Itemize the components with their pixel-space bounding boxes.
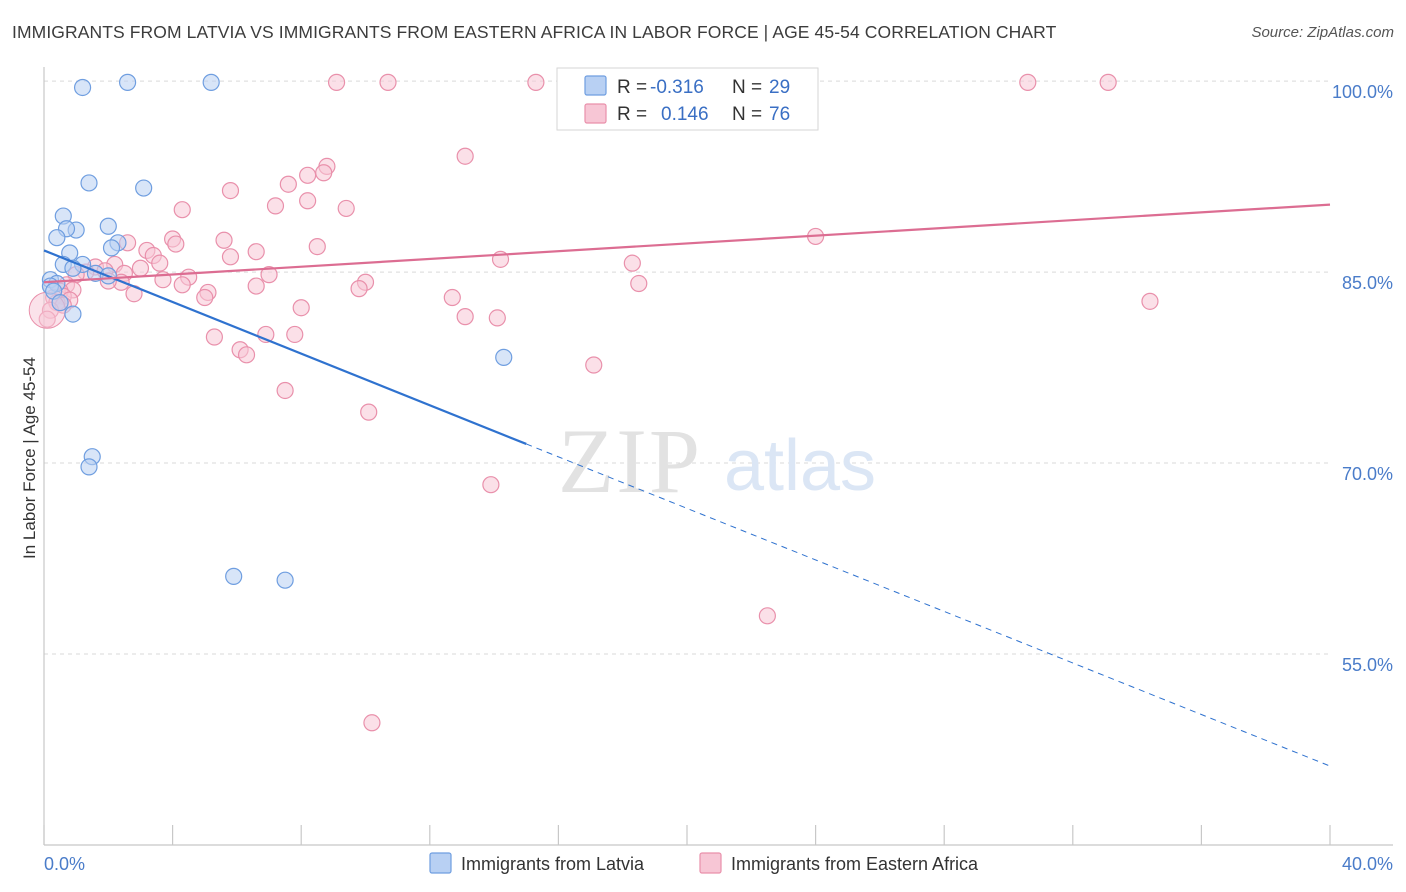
data-point [237,346,256,364]
x-tick-label-min: 0.0% [44,854,85,874]
data-point [48,229,66,247]
watermark-atlas: atlas [724,426,876,506]
data-point [379,73,397,91]
data-point [299,166,317,184]
data-point [260,266,278,284]
data-point [456,147,474,165]
data-point [276,381,294,400]
data-point [527,73,545,91]
stats-r-label-eastern-africa: R = [617,104,647,125]
data-point [350,280,368,298]
data-point [266,197,285,215]
stats-legend-swatch-latvia [584,75,607,96]
grid-lines [44,80,1330,655]
data-point [623,254,641,272]
y-tick-label: 100.0% [1332,82,1393,102]
data-point [286,325,304,344]
stats-n-value-eastern-africa: 76 [769,104,790,125]
data-point [495,348,513,366]
data-point [363,714,381,732]
data-point [308,238,326,256]
y-tick-label: 85.0% [1342,273,1393,293]
data-point [173,276,191,294]
stats-n-label-eastern-africa: N = [732,104,762,125]
data-point [202,73,220,91]
data-point [80,174,98,192]
stats-n-label-latvia: N = [732,77,762,98]
data-point [80,458,98,476]
series-latvia-points [41,73,513,589]
data-point [73,78,92,97]
chart-title: IMMIGRANTS FROM LATVIA VS IMMIGRANTS FRO… [12,22,1057,42]
data-point [51,294,69,312]
stats-r-label-latvia: R = [617,77,647,98]
watermark-zip: ZIP [558,410,702,512]
stats-legend-swatch-eastern-africa [584,103,607,124]
chart-source: Source: ZipAtlas.com [1251,24,1394,41]
data-point [221,181,240,200]
data-point [167,235,185,253]
data-point [758,607,776,625]
stats-n-value-latvia: 29 [769,77,790,98]
data-point [456,308,474,326]
y-tick-label: 70.0% [1342,464,1393,484]
data-point [292,299,310,317]
trend-lines [43,203,1331,767]
legend-label-latvia: Immigrants from Latvia [461,854,645,874]
data-point [205,328,223,346]
data-point [196,288,214,307]
legend-swatch-latvia [429,852,452,874]
data-point [1141,292,1159,310]
data-point [315,164,333,182]
data-point [1099,73,1117,91]
trend-line-latvia [43,249,527,445]
data-point [630,274,648,293]
data-point [1019,73,1037,91]
legend-label-eastern-africa: Immigrants from Eastern Africa [731,854,979,874]
data-point [225,567,243,585]
data-point [151,254,169,272]
data-point [131,259,150,277]
data-point [482,476,500,494]
stats-r-value-eastern-africa: 0.146 [661,104,709,125]
data-point [279,175,297,193]
x-tick-label-max: 40.0% [1342,854,1393,874]
data-point [299,192,317,210]
trend-line-latvia-extension [526,443,1331,767]
data-point [215,231,233,249]
y-tick-labels: 55.0% 70.0% 85.0% 100.0% [1332,82,1393,675]
data-point [247,243,265,261]
series-eastern-africa-points [28,73,1159,732]
data-point [247,277,265,295]
data-point [327,73,346,91]
data-point [488,309,506,327]
data-point [64,305,82,323]
data-point [173,201,191,219]
axes [43,67,1393,846]
data-point [360,403,378,421]
series-legend: Immigrants from Latvia Immigrants from E… [429,852,979,874]
y-tick-label: 55.0% [1342,655,1393,675]
watermark: ZIP atlas [558,410,876,512]
data-point [118,73,137,91]
data-point [585,356,603,374]
data-point [276,571,294,589]
stats-r-value-latvia: -0.316 [650,77,704,98]
y-axis-label: In Labor Force | Age 45-54 [20,357,39,559]
data-point [221,248,240,266]
data-point [135,179,153,197]
stats-legend: R = -0.316 N = 29 R = 0.146 N = 76 [556,67,819,131]
data-point [337,199,355,218]
trend-line-eastern-africa [43,203,1331,284]
data-point [102,239,121,257]
data-point [443,288,461,307]
legend-swatch-eastern-africa [699,852,722,874]
data-point [99,217,117,235]
